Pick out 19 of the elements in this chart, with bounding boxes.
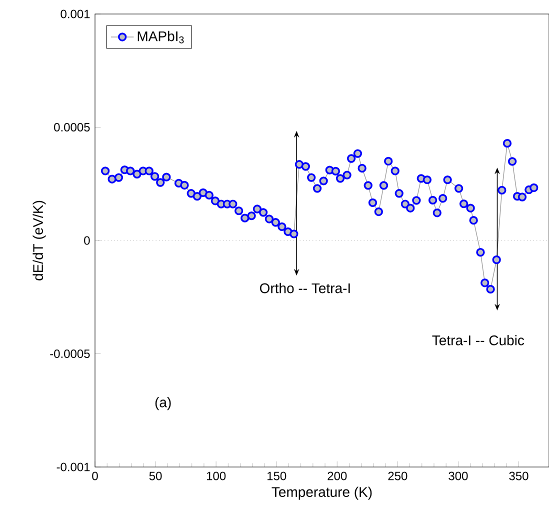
x-tick-label: 350: [509, 472, 528, 480]
x-tick-label: 100: [206, 472, 226, 480]
annotation: Tetra-I -- Cubic: [432, 335, 524, 346]
x-axis-title: Temperature (K): [272, 486, 372, 500]
annotation: Ortho -- Tetra-I: [260, 282, 350, 294]
x-tick-label: 200: [328, 472, 347, 480]
x-tick-label: 50: [149, 472, 162, 480]
y-tick-label: 0.0005: [54, 122, 90, 132]
x-tick-label: 250: [388, 472, 408, 480]
y-tick-label: -0.001: [56, 462, 90, 472]
y-axis-title: dE/dT (eV/K): [32, 200, 46, 280]
legend-label: MAPbI$_{3}$: [138, 30, 184, 44]
annotation: (a): [155, 397, 171, 410]
x-tick-label: 150: [268, 472, 286, 480]
x-tick-label: 0: [92, 472, 98, 480]
x-tick-label: 300: [448, 472, 468, 480]
y-tick-label: 0: [84, 236, 90, 245]
y-tick-label: -0.0005: [50, 349, 90, 358]
y-tick-label: 0.001: [60, 10, 90, 18]
